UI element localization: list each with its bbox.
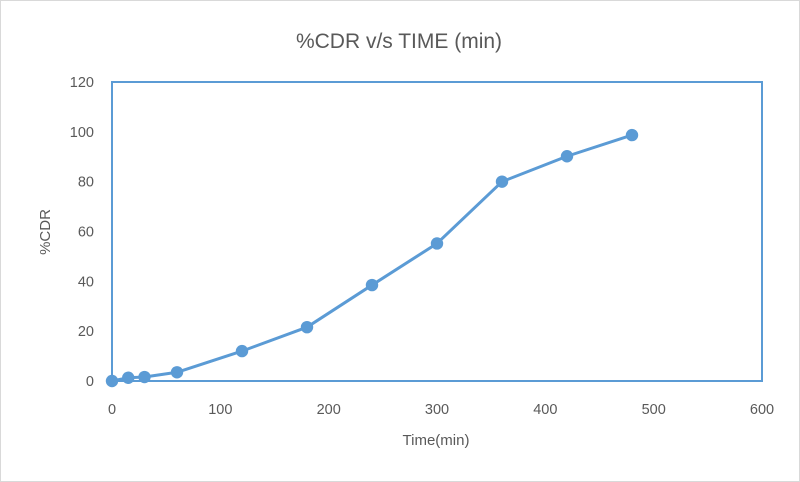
- data-point: [122, 371, 135, 384]
- y-tick-label: 20: [78, 324, 94, 340]
- x-tick-label: 100: [208, 402, 232, 418]
- y-tick-label: 120: [70, 75, 94, 91]
- data-point: [495, 175, 509, 188]
- data-point: [300, 320, 314, 334]
- chart-title: %CDR v/s TIME (min): [296, 30, 502, 53]
- data-point: [430, 237, 444, 250]
- data-point: [105, 374, 119, 388]
- data-point: [170, 366, 184, 379]
- y-tick-label: 80: [78, 175, 94, 191]
- x-tick-label: 500: [642, 402, 666, 418]
- y-tick-label: 40: [78, 274, 94, 290]
- data-point: [625, 128, 639, 142]
- x-tick-label: 400: [533, 402, 557, 418]
- data-point: [560, 150, 574, 163]
- x-tick-label: 0: [108, 402, 116, 418]
- series-points: [105, 128, 639, 388]
- plot-area-border: [111, 81, 763, 382]
- x-tick-label: 200: [317, 402, 341, 418]
- x-tick-label: 600: [750, 402, 774, 418]
- x-axis-ticks: 0 100 200 300 400 500 600: [108, 402, 774, 418]
- y-tick-label: 0: [86, 374, 94, 390]
- y-axis-label: %CDR: [37, 209, 54, 255]
- x-tick-label: 300: [425, 402, 449, 418]
- y-axis-ticks: 0 20 40 60 80 100 120: [70, 75, 94, 390]
- x-axis-label: Time(min): [403, 432, 470, 449]
- data-point: [235, 344, 249, 358]
- data-point: [365, 278, 379, 292]
- data-point: [138, 370, 151, 384]
- series-line: [111, 133, 633, 383]
- y-tick-label: 100: [70, 125, 94, 141]
- y-tick-label: 60: [78, 225, 94, 241]
